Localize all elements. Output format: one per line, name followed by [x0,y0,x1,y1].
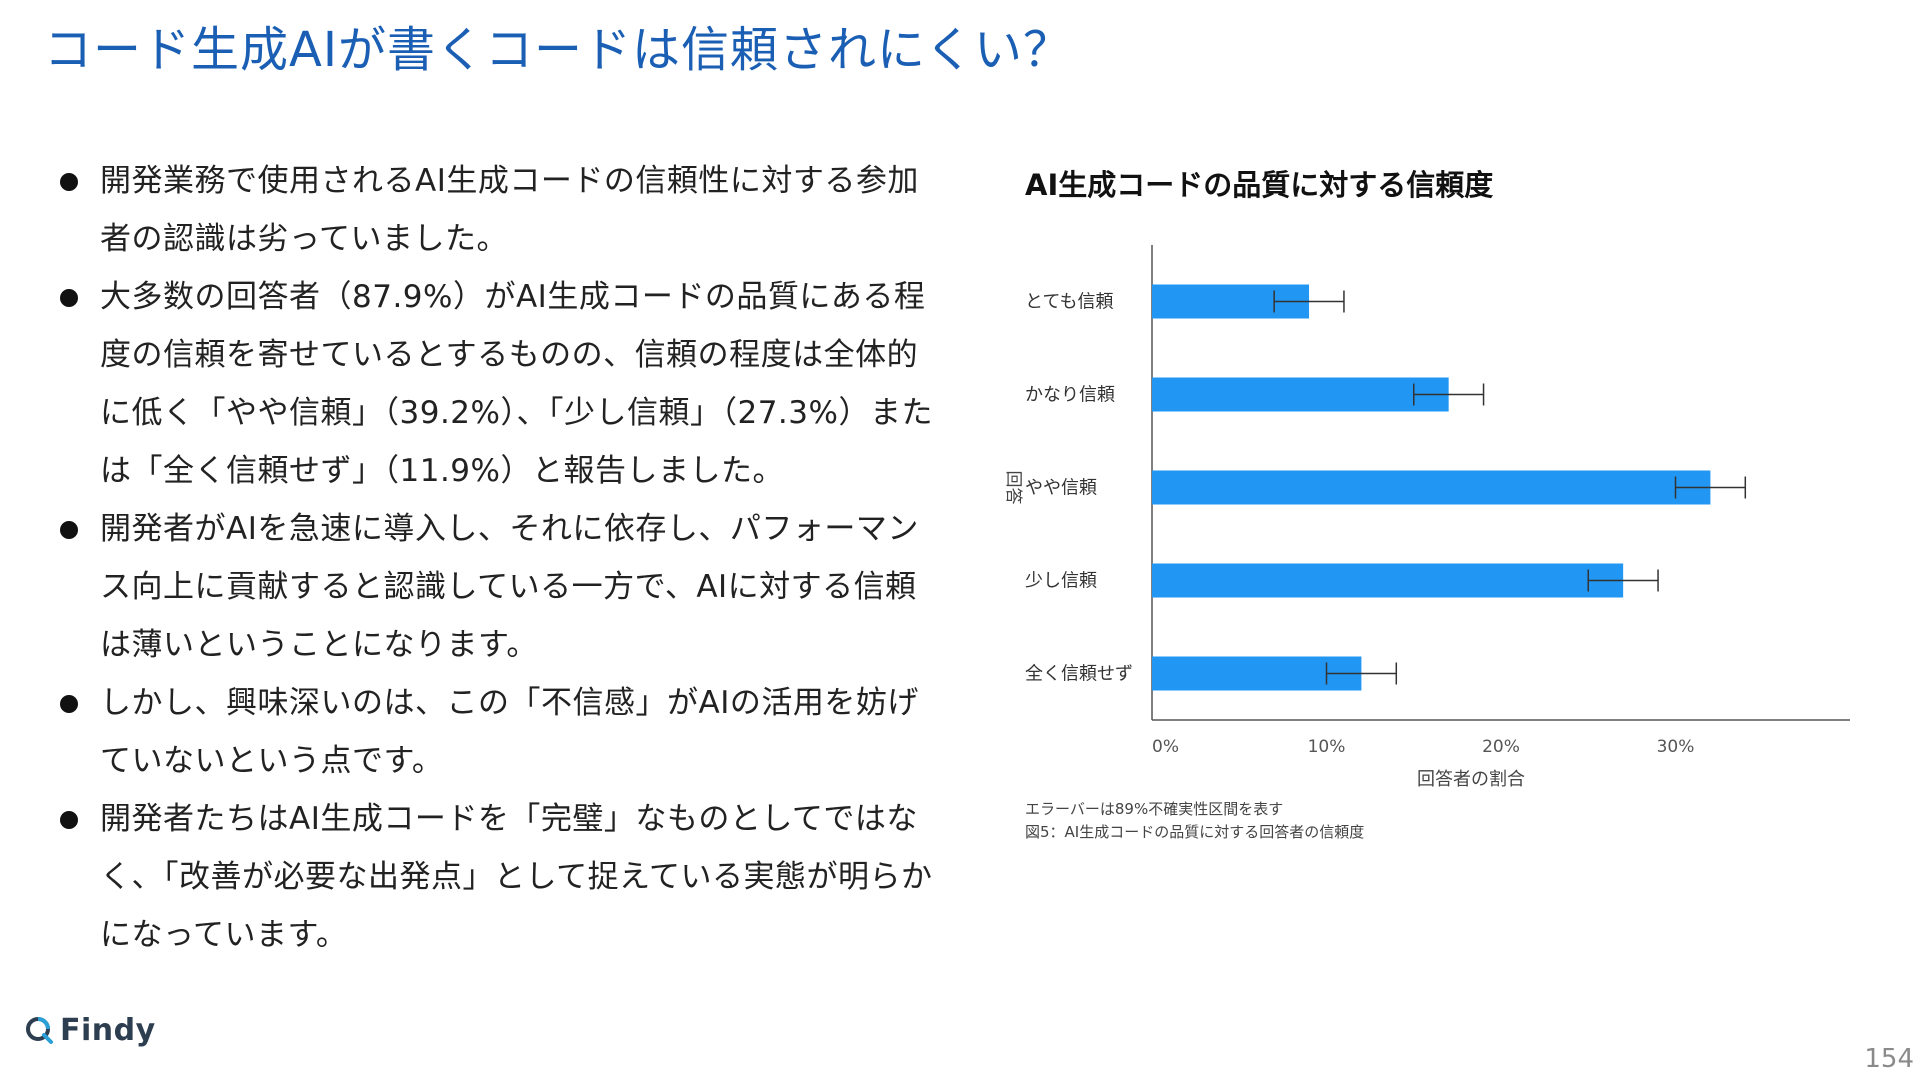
chart-note: エラーバーは89%不確実性区間を表す [1025,800,1283,818]
bullet-dot-icon [60,811,78,829]
bullet-text: 開発者がAIを急速に導入し、それに依存し、パフォーマンス向上に貢献すると認識して… [100,511,919,663]
bullet-text: 開発者たちはAI生成コードを「完璧」なものとしてではなく、「改善が必要な出発点」… [100,801,933,953]
bullet-dot-icon [60,695,78,713]
bullet-item: しかし、興味深いのは、この「不信感」がAIの活用を妨げていないという点です。 [60,674,940,790]
bullet-list: 開発業務で使用されるAI生成コードの信頼性に対する参加者の認識は劣っていました。… [60,152,940,964]
category-label: やや信頼 [1025,478,1097,499]
bullet-text: 開発業務で使用されるAI生成コードの信頼性に対する参加者の認識は劣っていました。 [100,163,919,257]
chart-title: AI生成コードの品質に対する信頼度 [1025,168,1493,202]
bullet-dot-icon [60,173,78,191]
bar [1152,377,1449,412]
bullet-item: 開発業務で使用されるAI生成コードの信頼性に対する参加者の認識は劣っていました。 [60,152,940,268]
x-tick-label: 10% [1308,737,1346,757]
bullet-item: 開発者たちはAI生成コードを「完璧」なものとしてではなく、「改善が必要な出発点」… [60,790,940,964]
bullet-item: 大多数の回答者（87.9%）がAI生成コードの品質にある程度の信頼を寄せていると… [60,268,940,500]
bar [1152,470,1711,505]
bar [1152,563,1624,598]
page-number: 154 [1864,1044,1914,1074]
x-tick-label: 0% [1152,737,1179,757]
chart-container: AI生成コードの品質に対する信頼度回答 とても信頼かなり信頼やや信頼少し信頼全く信… [980,150,1880,850]
findy-logo: Findy [24,1010,156,1050]
y-axis-label: 回答 [1003,471,1023,505]
bullet-text: 大多数の回答者（87.9%）がAI生成コードの品質にある程度の信頼を寄せていると… [100,279,933,489]
x-tick-label: 30% [1657,737,1695,757]
bullet-item: 開発者がAIを急速に導入し、それに依存し、パフォーマンス向上に貢献すると認識して… [60,500,940,674]
chart-caption: 図5：AI生成コードの品質に対する回答者の信頼度 [1025,823,1364,841]
slide-title: コード生成AIが書くコードは信頼されにくい？ [44,22,1073,78]
category-label: 全く信頼せず [1025,664,1133,685]
logo-text: Findy [60,1012,156,1048]
category-label: とても信頼 [1025,292,1114,313]
x-tick-label: 20% [1482,737,1520,757]
category-label: 少し信頼 [1025,571,1097,592]
findy-logo-icon [26,1017,53,1044]
bullet-dot-icon [60,521,78,539]
bullet-dot-icon [60,289,78,307]
category-label: かなり信頼 [1025,385,1115,406]
bullet-text: しかし、興味深いのは、この「不信感」がAIの活用を妨げていないという点です。 [100,685,919,779]
x-axis-label: 回答者の割合 [1417,769,1525,790]
